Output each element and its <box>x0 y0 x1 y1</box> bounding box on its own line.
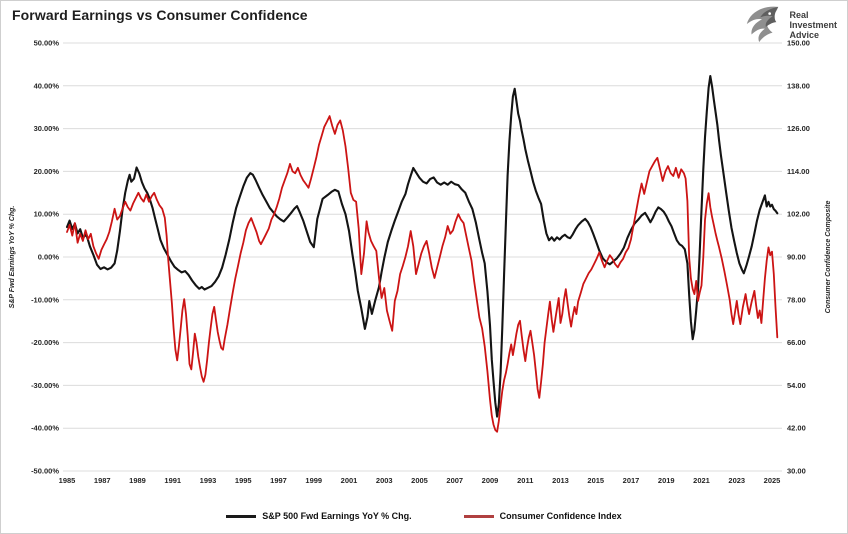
right-axis-tick-label: 90.00 <box>787 253 806 262</box>
x-axis-tick-label: 2015 <box>587 476 604 485</box>
left-axis-tick-label: -10.00% <box>31 295 59 304</box>
left-axis-tick-label: 20.00% <box>34 167 60 176</box>
brand-logo-text: Real Investment Advice <box>789 10 837 40</box>
chart-plot-area: 50.00% 40.00% 30.00% 20.00% 10.00% 0.00% -10.0… <box>9 39 832 486</box>
series-line-fwd-earnings <box>65 74 779 418</box>
x-axis-tick-label: 1995 <box>235 476 252 485</box>
x-axis-tick-label: 2001 <box>341 476 358 485</box>
right-axis-tick-label: 102.00 <box>787 210 810 219</box>
legend-swatch-black-line <box>226 514 257 518</box>
logo-text-line: Real <box>789 10 809 20</box>
left-axis-tick-label: -50.00% <box>31 467 59 476</box>
right-axis-tick-label: 42.00 <box>787 424 806 433</box>
chart-legend: S&P 500 Fwd Earnings YoY % Chg. Consumer… <box>1 511 847 521</box>
x-axis-tick-label: 2005 <box>411 476 428 485</box>
eagle-icon <box>747 6 779 43</box>
series-line-consumer-confidence <box>66 115 779 433</box>
left-axis-tick-label: -30.00% <box>31 381 59 390</box>
x-axis-tick-label: 2023 <box>728 476 745 485</box>
legend-item-consumer-confidence: Consumer Confidence Index <box>463 511 622 521</box>
legend-label: S&P 500 Fwd Earnings YoY % Chg. <box>262 511 412 521</box>
legend-label: Consumer Confidence Index <box>499 511 622 521</box>
x-axis-tick-label: 1991 <box>164 476 181 485</box>
x-axis-tick-label: 2007 <box>446 476 463 485</box>
legend-swatch-red-line <box>463 514 494 518</box>
legend-item-sp500-fwd-earnings: S&P 500 Fwd Earnings YoY % Chg. <box>226 511 412 521</box>
logo-text-line: Advice <box>789 30 819 40</box>
brand-logo: Real Investment Advice <box>742 5 837 45</box>
x-axis-tick-label: 2017 <box>623 476 640 485</box>
x-axis-tick-label: 2021 <box>693 476 710 485</box>
left-axis-tick-label: 30.00% <box>34 124 60 133</box>
x-axis-tick-label: 2011 <box>517 476 533 485</box>
right-axis-tick-label: 126.00 <box>787 124 810 133</box>
right-axis-tick-label: 114.00 <box>787 167 810 176</box>
left-axis-tick-label: 40.00% <box>34 81 60 90</box>
x-axis-tick-label: 2003 <box>376 476 393 485</box>
chart-title: Forward Earnings vs Consumer Confidence <box>12 7 308 23</box>
left-axis-tick-label: 50.00% <box>34 39 60 48</box>
right-axis-tick-label: 66.00 <box>787 338 806 347</box>
left-axis-tick-label: 10.00% <box>34 210 60 219</box>
left-axis-tick-label: 0.00% <box>38 253 60 262</box>
right-axis-tick-label: 78.00 <box>787 295 806 304</box>
x-axis-tick-label: 1999 <box>305 476 322 485</box>
x-axis-tick-label: 2025 <box>764 476 781 485</box>
x-axis-tick-label: 1997 <box>270 476 287 485</box>
right-axis-tick-label: 54.00 <box>787 381 806 390</box>
right-axis-tick-label: 30.00 <box>787 467 806 476</box>
x-axis-tick-label: 1985 <box>59 476 76 485</box>
left-axis-tick-label: -40.00% <box>31 424 59 433</box>
logo-text-line: Investment <box>789 20 837 30</box>
x-axis-tick-label: 1989 <box>129 476 146 485</box>
x-axis-tick-label: 2013 <box>552 476 569 485</box>
right-axis-tick-label: 150.00 <box>787 39 810 48</box>
left-axis-tick-label: -20.00% <box>31 338 59 347</box>
x-axis-tick-label: 1993 <box>200 476 217 485</box>
left-axis-title: S&P Fwd Earnings YoY % Chg. <box>9 206 16 309</box>
right-axis-title: Consumer Confidence Composite <box>825 201 832 314</box>
x-axis-tick-label: 1987 <box>94 476 111 485</box>
right-axis-tick-label: 138.00 <box>787 81 810 90</box>
x-axis-tick-label: 2009 <box>482 476 499 485</box>
x-axis-tick-label: 2019 <box>658 476 675 485</box>
